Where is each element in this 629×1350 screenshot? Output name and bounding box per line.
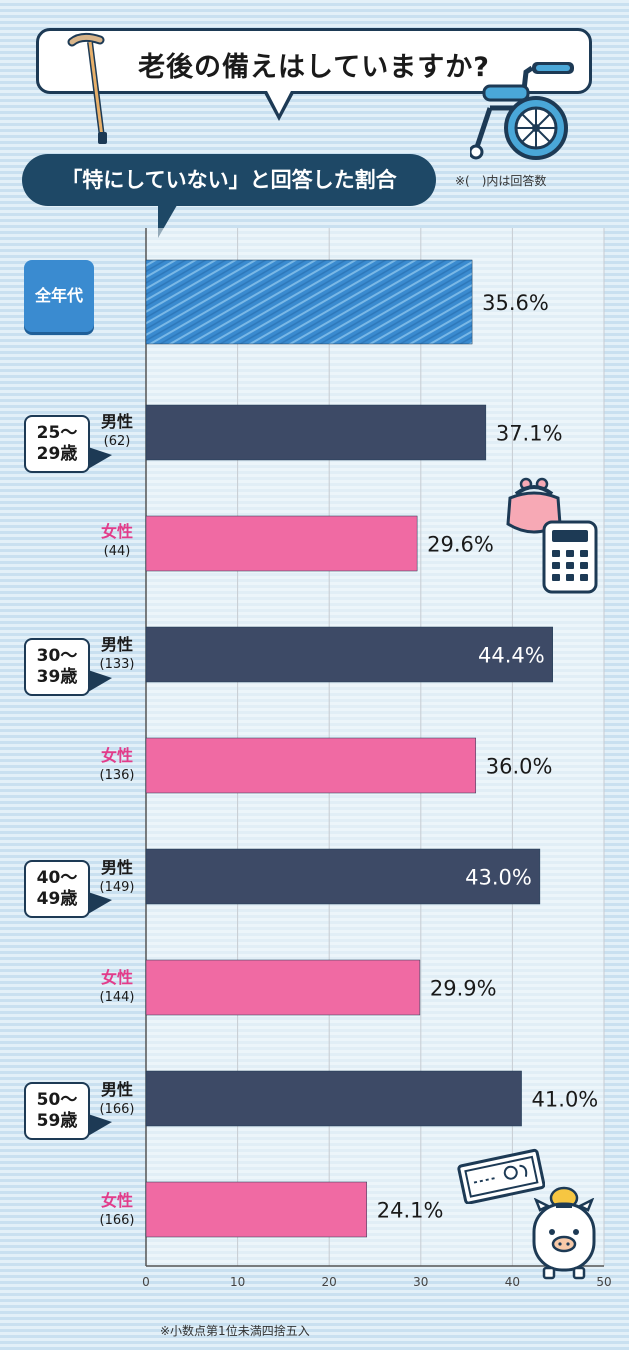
- cane-icon: [67, 32, 107, 144]
- bar-value-label: 44.4%: [478, 644, 545, 668]
- bar-value-label: 24.1%: [377, 1199, 444, 1223]
- age-label-30-39: 30～ 39歳: [24, 638, 112, 696]
- chart-subtitle: 「特にしていない」と回答した割合: [22, 154, 436, 206]
- bar: [145, 404, 487, 461]
- bar: [145, 737, 477, 794]
- age-label-50-59: 50～ 59歳: [24, 1082, 112, 1140]
- bar: [145, 626, 553, 683]
- x-tick-label: 20: [322, 1275, 337, 1289]
- bar: [145, 515, 418, 572]
- bar: [145, 1070, 522, 1127]
- bar: [145, 959, 421, 1016]
- age-label-40-49: 40～ 49歳: [24, 860, 112, 918]
- gender-label-male: 男性 (62): [100, 412, 133, 449]
- gender-label-male: 男性 (133): [99, 635, 135, 672]
- gender-label-male: 男性 (149): [99, 858, 135, 895]
- gender-label-male: 男性 (166): [99, 1080, 135, 1117]
- bar: [145, 1181, 368, 1238]
- x-tick-label: 40: [505, 1275, 520, 1289]
- gender-label-female: 女性 (136): [99, 746, 135, 783]
- x-tick-label: 50: [596, 1275, 611, 1289]
- x-tick-label: 10: [230, 1275, 245, 1289]
- bar-value-label: 37.1%: [496, 422, 563, 446]
- piggy-bank-icon: [532, 1198, 596, 1280]
- respondents-note: ※( )内は回答数: [455, 174, 547, 188]
- gender-label-female: 女性 (44): [100, 522, 133, 559]
- bar-value-label: 43.0%: [465, 866, 532, 890]
- calculator-icon: [542, 520, 598, 594]
- gender-label-female: 女性 (144): [99, 968, 135, 1005]
- gender-label-female: 女性 (166): [99, 1191, 135, 1228]
- bar: [145, 848, 541, 905]
- bar-value-label: 29.6%: [427, 533, 494, 557]
- x-tick-label: 0: [142, 1275, 150, 1289]
- page-title: 老後の備えはしていますか?: [138, 52, 490, 83]
- age-label-25-29: 25～ 29歳: [24, 415, 112, 473]
- footnote: ※小数点第1位未満四捨五入: [160, 1324, 310, 1338]
- bar-value-label: 29.9%: [430, 977, 497, 1001]
- x-tick-label: 30: [413, 1275, 428, 1289]
- title-bubble: 老後の備えはしていますか?: [36, 28, 592, 121]
- bar-value-label: 36.0%: [486, 755, 553, 779]
- bar-value-label: 41.0%: [532, 1088, 599, 1112]
- wheelchair-icon: [470, 62, 574, 160]
- bar: [145, 259, 473, 345]
- overall-label: 全年代: [24, 260, 94, 332]
- banknote-icon: [457, 1148, 545, 1204]
- bar-value-label: 35.6%: [482, 291, 549, 315]
